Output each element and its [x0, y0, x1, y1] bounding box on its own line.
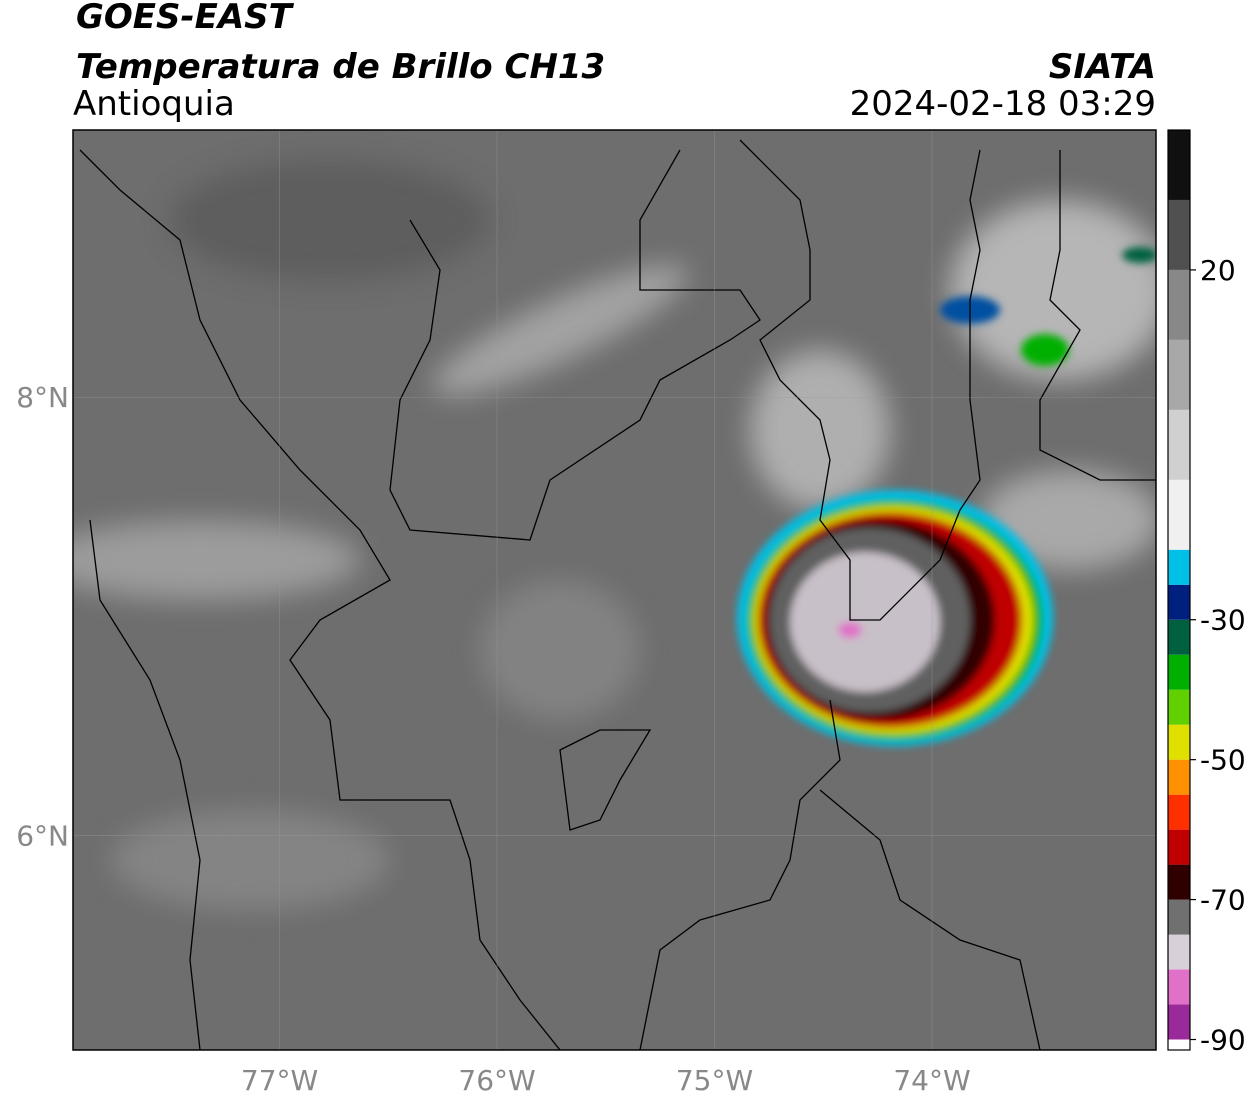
y-tick-label: 6°N [16, 819, 69, 852]
grid: 77°W 76°W 75°W 74°W 6°N 8°N [16, 130, 1156, 1097]
colorbar-tick-label: -70 [1200, 884, 1246, 917]
colorbar-band [1168, 724, 1190, 760]
colorbar-tick-label: -50 [1200, 744, 1246, 777]
colorbar-band [1168, 409, 1190, 480]
colorbar-tick-label: -90 [1200, 1024, 1246, 1057]
title: GOES-EAST [76, 0, 295, 37]
colorbar-band [1168, 339, 1190, 410]
region: Antioquia [73, 84, 235, 124]
x-tick-label: 75°W [676, 1064, 753, 1097]
colorbar-band [1168, 479, 1190, 550]
colorbar-band [1168, 934, 1190, 970]
y-tick-label: 8°N [16, 381, 69, 414]
colorbar-band [1168, 969, 1190, 1005]
subtitle: Temperatura de Brillo CH13 [76, 47, 605, 87]
colorbar-band [1168, 549, 1190, 585]
x-tick-label: 74°W [893, 1064, 970, 1097]
colorbar-band [1168, 199, 1190, 270]
colorbar-tick-label: 20 [1200, 254, 1236, 287]
colorbar-band [1168, 654, 1190, 690]
map-frame [72, 129, 1157, 1051]
colorbar-band [1168, 619, 1190, 655]
colorbar-band [1168, 269, 1190, 340]
colorbar-band [1168, 584, 1190, 620]
colorbar-band [1168, 689, 1190, 725]
datetime: 2024-02-18 03:29 [850, 84, 1156, 124]
x-tick-label: 76°W [458, 1064, 535, 1097]
colorbar-band [1168, 1039, 1190, 1050]
colorbar-band [1168, 829, 1190, 865]
x-tick-label: 77°W [241, 1064, 318, 1097]
colorbar-band [1168, 794, 1190, 830]
colorbar: 20 -30 -50 -70 -90 [1168, 130, 1246, 1057]
colorbar-band [1168, 899, 1190, 935]
colorbar-band [1168, 130, 1190, 200]
colorbar-band [1168, 1004, 1190, 1040]
colorbar-frame [1167, 129, 1191, 1051]
colorbar-band [1168, 864, 1190, 900]
source: SIATA [1049, 47, 1156, 87]
colorbar-band [1168, 759, 1190, 795]
colorbar-tick-label: -30 [1200, 604, 1246, 637]
map-image [73, 130, 1156, 1050]
